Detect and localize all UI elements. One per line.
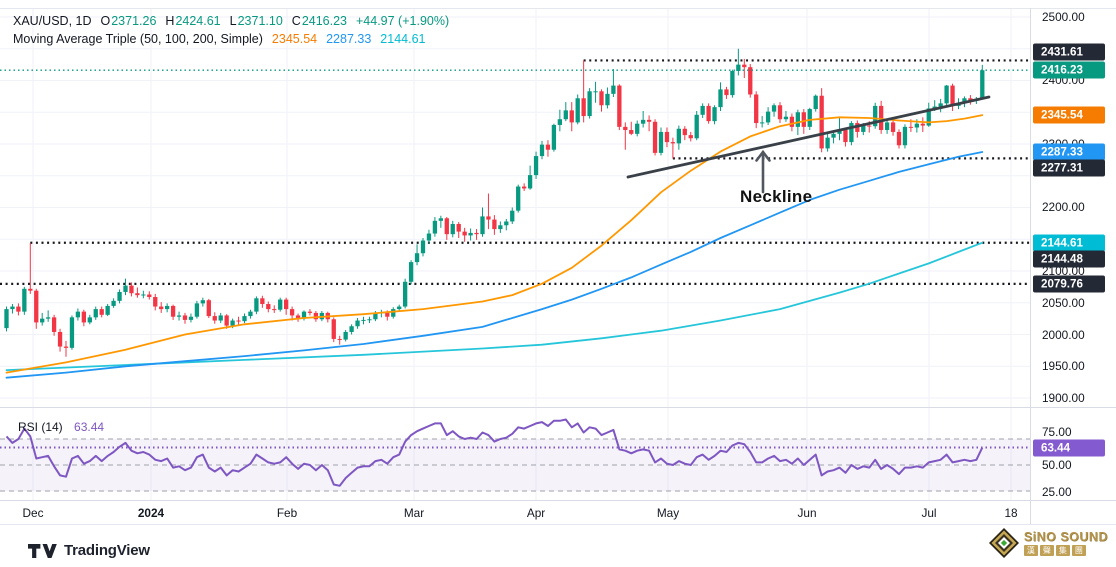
price-axis-border [1030,8,1031,524]
level-lines-layer [0,59,1030,285]
chart-legend: XAU/USD, 1D O 2371.26 H 2424.61 L 2371.10 C… [13,12,449,48]
grid-layer [0,8,1030,500]
sino-cn-char: 聲 [1039,545,1054,556]
neckline-trendline[interactable] [626,95,991,179]
time-axis-label: Jun [797,505,817,520]
sino-cn-char: 集 [1055,545,1070,556]
time-axis-label: Dec [22,505,44,520]
price-axis-label: 2050.00 [1042,296,1085,310]
rsi-legend-row[interactable]: RSI (14) 63.44 [18,420,104,434]
price-badge: 2287.33 [1033,143,1105,161]
ma200-value: 2144.61 [380,32,426,46]
sino-cn-char: 漢 [1023,545,1038,556]
price-axis[interactable]: 2500.002400.002300.002200.002100.002050.… [1030,0,1116,524]
price-axis-label: 75.00 [1042,425,1072,439]
pane-divider[interactable] [0,407,1116,408]
neckline-annotation-label[interactable]: Neckline [740,187,813,206]
price-axis-label: 2000.00 [1042,328,1085,342]
price-badge: 2144.61 [1033,234,1105,252]
price-axis-label: 2200.00 [1042,200,1085,214]
rsi-indicator-title: RSI (14) [18,420,63,434]
price-badge: 2345.54 [1033,106,1105,124]
sino-sound-logo: SiNO SOUND 漢聲集團 [988,527,1108,559]
price-badge: 2277.31 [1033,159,1105,177]
neckline-arrow[interactable] [755,149,771,194]
price-badge: 2416.23 [1033,61,1105,79]
candles-layer [4,48,985,357]
time-axis-bottom-border [0,524,1116,525]
sino-sound-diamond-icon [988,528,1019,558]
ma200-line [5,241,984,371]
rsi-line [5,418,984,487]
sino-sound-chinese-name: 漢聲集團 [1023,545,1108,556]
time-axis-label: Apr [526,505,546,520]
sino-cn-char: 團 [1071,545,1086,556]
price-badge: 2144.48 [1033,250,1105,268]
price-axis-label: 2100.00 [1042,264,1085,278]
ma50-line [5,114,984,374]
price-badge: 2079.76 [1033,275,1105,293]
symbol-ohlc-row[interactable]: XAU/USD, 1D O 2371.26 H 2424.61 L 2371.10 C… [13,12,449,30]
ohlc-low: L 2371.10 [229,14,283,28]
tradingview-logo[interactable]: TradingView [28,542,150,559]
ohlc-high: H 2424.61 [165,14,221,28]
time-axis-label: 18 [1004,505,1018,520]
ma-indicator-row[interactable]: Moving Average Triple (50, 100, 200, Sim… [13,30,449,48]
price-axis-label: 2500.00 [1042,10,1085,24]
price-axis-label: 50.00 [1042,458,1072,472]
price-badge: 63.44 [1033,439,1105,457]
tradingview-wordmark: TradingView [64,542,150,559]
sino-sound-wordmark: SiNO SOUND [1023,530,1108,544]
rsi-pane [0,438,1030,492]
rsi-value: 63.44 [74,420,105,434]
ma50-value: 2345.54 [271,32,318,46]
price-axis-label: 25.00 [1042,485,1072,499]
symbol-title: XAU/USD, 1D [13,14,92,28]
ma100-value: 2287.33 [326,32,372,46]
time-axis-label: Mar [403,505,425,520]
time-axis-border [0,500,1116,501]
tradingview-mark-icon [28,543,57,558]
price-axis-label: 1950.00 [1042,359,1085,373]
ohlc-open: O 2371.26 [100,14,157,28]
time-axis-label: May [656,505,680,520]
time-axis-label: Jul [921,505,937,520]
ma-indicator-title: Moving Average Triple (50, 100, 200, Sim… [13,32,263,46]
price-chart[interactable] [0,0,1030,524]
time-axis[interactable]: Dec 2024 Feb Mar Apr May Jun Jul 18 [0,501,1030,524]
time-axis-label: Feb [276,505,298,520]
ohlc-close: C 2416.23 [291,14,347,28]
ma100-line [5,151,984,379]
price-badge: 2431.61 [1033,43,1105,61]
pane-top-border [0,8,1116,9]
price-change: +44.97 (+1.90%) [356,14,450,28]
time-axis-label: 2024 [137,505,165,520]
price-axis-label: 1900.00 [1042,391,1085,405]
